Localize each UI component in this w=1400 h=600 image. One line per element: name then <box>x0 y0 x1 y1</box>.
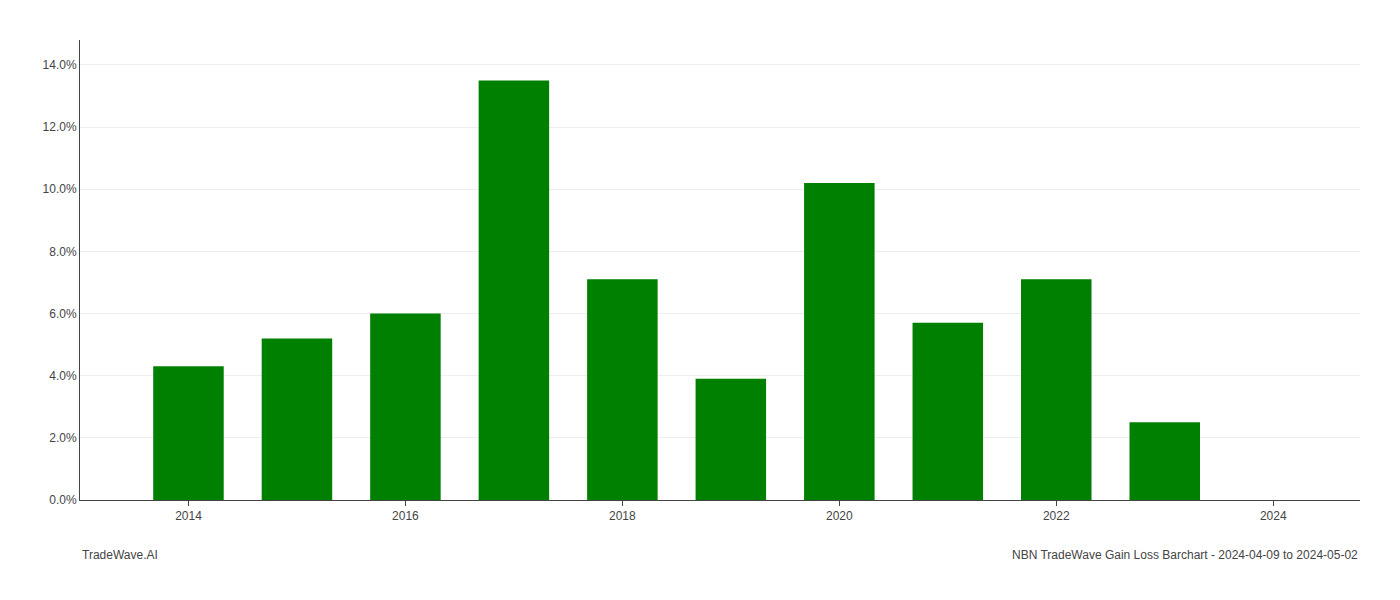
svg-text:2024: 2024 <box>1260 509 1287 523</box>
svg-text:4.0%: 4.0% <box>49 369 77 383</box>
svg-text:TradeWave.AI: TradeWave.AI <box>82 548 158 562</box>
svg-text:2020: 2020 <box>826 509 853 523</box>
svg-text:2018: 2018 <box>609 509 636 523</box>
svg-text:0.0%: 0.0% <box>49 493 77 507</box>
svg-text:2022: 2022 <box>1043 509 1070 523</box>
svg-text:NBN TradeWave Gain Loss Barcha: NBN TradeWave Gain Loss Barchart - 2024-… <box>1012 548 1358 562</box>
svg-text:2016: 2016 <box>392 509 419 523</box>
svg-text:2.0%: 2.0% <box>49 431 77 445</box>
svg-text:12.0%: 12.0% <box>43 120 77 134</box>
svg-text:8.0%: 8.0% <box>49 245 77 259</box>
svg-text:6.0%: 6.0% <box>49 307 77 321</box>
svg-text:2014: 2014 <box>175 509 202 523</box>
svg-text:14.0%: 14.0% <box>43 58 77 72</box>
svg-text:10.0%: 10.0% <box>43 182 77 196</box>
